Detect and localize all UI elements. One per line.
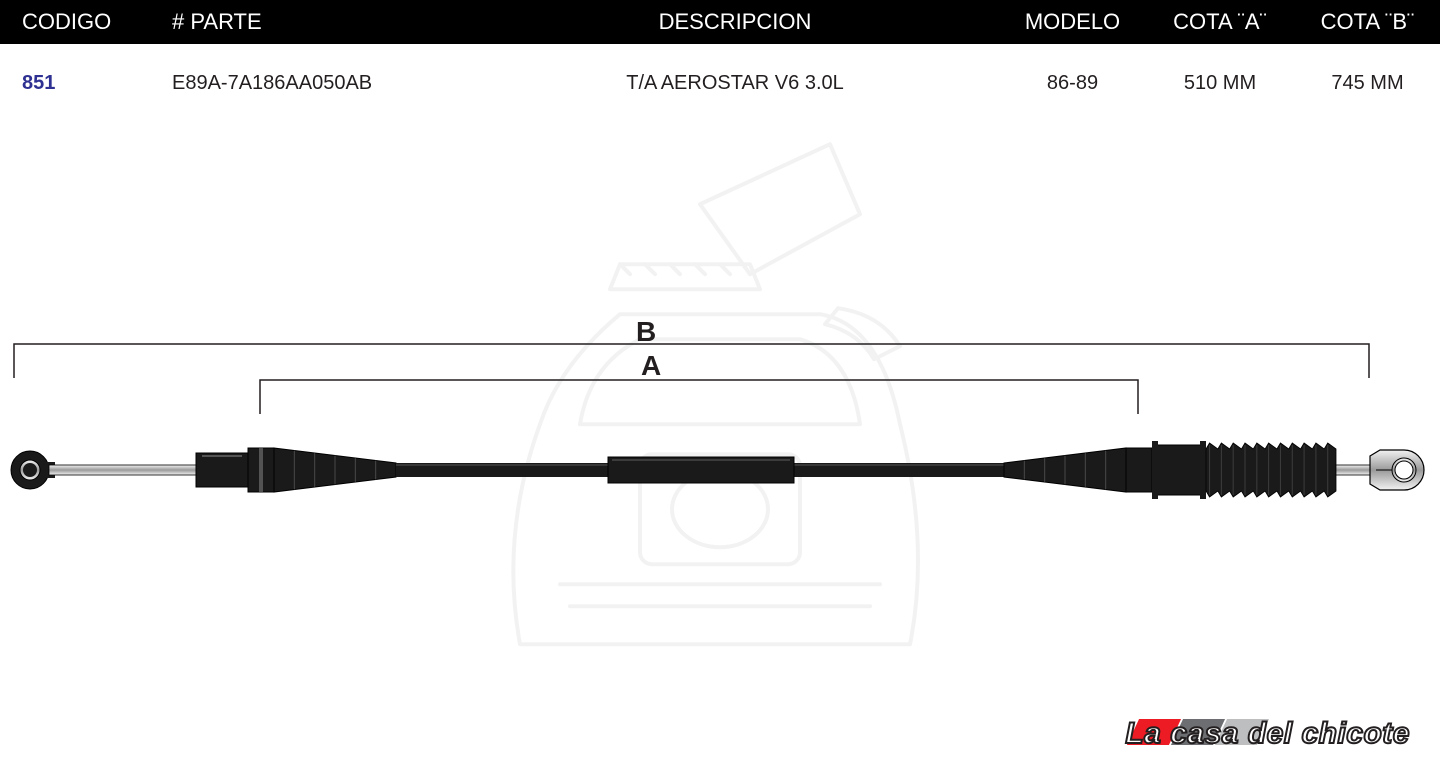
- brand-logo: La casa del chicote: [1125, 719, 1410, 751]
- cable-diagram: [0, 0, 1440, 765]
- brand-text: La casa del chicote: [1125, 717, 1410, 751]
